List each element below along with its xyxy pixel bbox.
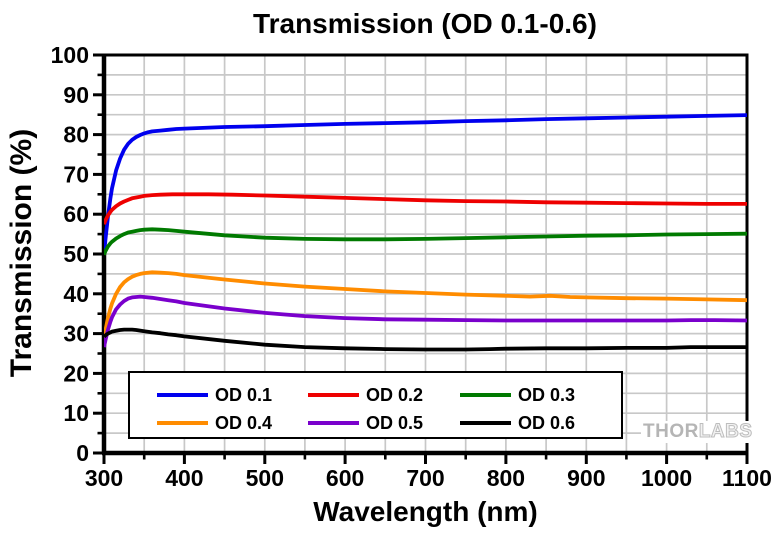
legend-swatch-od-0-2 [308,393,359,397]
legend-swatch-od-0-6 [460,421,511,425]
y-tick-label: 90 [63,82,89,108]
legend-item-od-0-6: OD 0.6 [460,413,575,433]
y-tick-label: 70 [63,161,89,187]
legend-item-od-0-4: OD 0.4 [157,413,272,433]
legend-item-od-0-5: OD 0.5 [308,413,423,433]
legend-box: OD 0.1 OD 0.2 OD 0.3 OD 0.4 OD 0.5 OD 0.… [128,371,623,439]
legend-item-od-0-2: OD 0.2 [308,385,423,405]
legend-swatch-od-0-5 [308,421,359,425]
x-tick-label: 300 [85,465,123,491]
y-tick-label: 40 [63,281,89,307]
legend-label-od-0-5: OD 0.5 [366,412,424,433]
y-tick-label: 10 [63,400,89,426]
x-tick-label: 600 [326,465,364,491]
curve-od-0-4 [104,270,748,339]
curve-od-0-3 [104,227,748,256]
y-tick-label: 60 [63,201,89,227]
x-tick-label: 900 [567,465,605,491]
curve-od-0-2 [104,192,747,225]
curve-od-0-5 [104,294,748,348]
y-tick-label: 100 [51,42,89,68]
y-tick-label: 20 [63,360,89,386]
x-tick-label: 500 [246,465,284,491]
x-tick-label: 800 [487,465,525,491]
y-tick-label: 30 [63,321,89,347]
y-tick-label: 50 [63,241,89,267]
x-tick-label: 1100 [722,465,772,491]
legend-swatch-od-0-3 [460,393,511,397]
x-tick-label: 400 [165,465,203,491]
x-axis-title: Wavelength (nm) [313,496,538,527]
legend-label-od-0-6: OD 0.6 [518,412,576,433]
curve-od-0-1 [104,113,748,255]
legend-swatch-od-0-4 [157,421,208,425]
legend-label-od-0-1: OD 0.1 [215,384,273,405]
y-tick-label: 0 [76,440,89,466]
y-tick-label: 80 [63,122,89,148]
legend-label-od-0-4: OD 0.4 [215,412,273,433]
x-tick-label: 700 [406,465,444,491]
legend-item-od-0-3: OD 0.3 [460,385,575,405]
watermark-labs: LABS [698,421,753,443]
legend-swatch-od-0-1 [157,393,208,397]
legend-label-od-0-2: OD 0.2 [366,384,424,405]
legend-label-od-0-3: OD 0.3 [518,384,576,405]
x-tick-label: 1000 [641,465,692,491]
chart-title: Transmission (OD 0.1-0.6) [253,8,597,39]
watermark-thor: THOR [643,421,699,442]
thorlabs-watermark: THORLABS [641,421,755,443]
legend-item-od-0-1: OD 0.1 [157,385,272,405]
curve-od-0-6 [104,327,747,352]
